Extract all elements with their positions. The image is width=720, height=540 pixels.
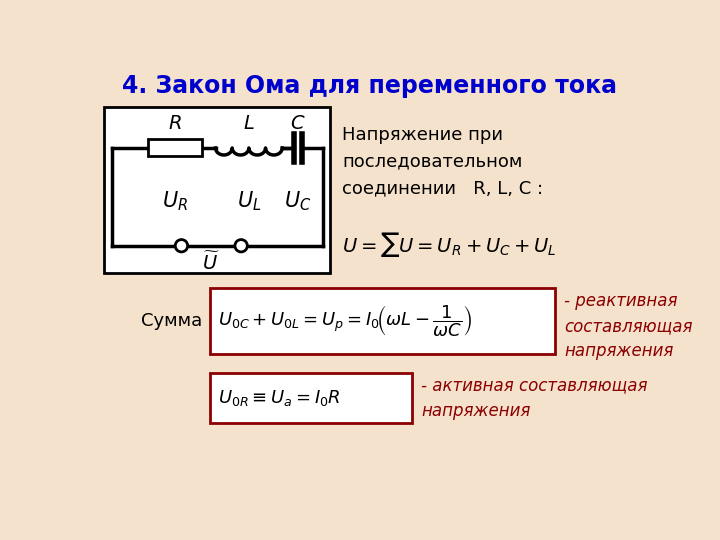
Circle shape [235,240,248,252]
Text: - активная составляющая
напряжения: - активная составляющая напряжения [421,377,647,420]
Circle shape [175,240,188,252]
Text: $\widetilde{U}$: $\widetilde{U}$ [202,252,220,274]
Bar [210,373,412,423]
Text: 4. Закон Ома для переменного тока: 4. Закон Ома для переменного тока [122,75,616,98]
Bar [148,139,202,157]
Text: $U_{0C} + U_{0L} = U_p = I_0\!\left(\omega L - \dfrac{1}{\omega C}\right)$: $U_{0C} + U_{0L} = U_p = I_0\!\left(\ome… [218,303,472,339]
Text: $L$: $L$ [243,115,255,133]
Text: - реактивная
составляющая
напряжения: - реактивная составляющая напряжения [564,292,693,360]
Text: $U = \sum U = U_R + U_C + U_L$: $U = \sum U = U_R + U_C + U_L$ [342,231,557,259]
Text: $U_R$: $U_R$ [162,189,189,213]
Bar [104,107,330,273]
Text: $R$: $R$ [168,115,182,133]
Text: Сумма: Сумма [141,312,202,330]
Text: $U_C$: $U_C$ [284,189,312,213]
Text: Напряжение при
последовательном
соединении   R, L, C :: Напряжение при последовательном соединен… [342,126,543,197]
Text: $U_L$: $U_L$ [237,189,261,213]
Bar [210,288,555,354]
Text: $C$: $C$ [290,115,305,133]
Text: $U_{0R} \equiv U_a = I_0 R$: $U_{0R} \equiv U_a = I_0 R$ [218,388,341,408]
